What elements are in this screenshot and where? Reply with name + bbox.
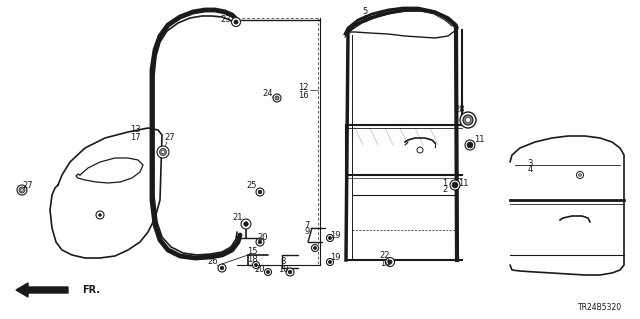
- Circle shape: [256, 188, 264, 196]
- Circle shape: [232, 18, 241, 26]
- Circle shape: [286, 268, 294, 276]
- Circle shape: [312, 244, 319, 251]
- Text: 4: 4: [527, 166, 532, 174]
- Text: 21: 21: [233, 213, 243, 222]
- Text: 20: 20: [258, 234, 268, 242]
- Circle shape: [577, 172, 584, 179]
- Text: 24: 24: [263, 90, 273, 99]
- Text: 23: 23: [221, 14, 231, 24]
- Circle shape: [388, 260, 392, 264]
- Circle shape: [244, 222, 248, 226]
- Circle shape: [326, 234, 333, 241]
- Text: 11: 11: [474, 136, 484, 145]
- Circle shape: [258, 190, 262, 194]
- Circle shape: [159, 149, 166, 155]
- Circle shape: [463, 115, 473, 125]
- Circle shape: [157, 146, 169, 158]
- Text: 5: 5: [362, 8, 367, 17]
- Text: 20: 20: [255, 265, 265, 275]
- Text: TR24B5320: TR24B5320: [578, 303, 622, 313]
- Text: 27: 27: [164, 133, 175, 143]
- Text: 13: 13: [130, 125, 140, 135]
- Circle shape: [241, 219, 251, 229]
- Text: 6: 6: [362, 14, 368, 24]
- Circle shape: [273, 94, 281, 102]
- Text: 19: 19: [330, 254, 340, 263]
- Circle shape: [258, 240, 262, 244]
- Text: FR.: FR.: [82, 285, 100, 295]
- Circle shape: [220, 266, 224, 270]
- Circle shape: [452, 182, 458, 188]
- Text: 11: 11: [458, 179, 468, 188]
- Text: 3: 3: [527, 159, 532, 167]
- Circle shape: [20, 189, 23, 191]
- FancyArrow shape: [16, 283, 68, 297]
- Circle shape: [465, 117, 470, 122]
- Text: 8: 8: [280, 257, 285, 266]
- Text: 17: 17: [130, 132, 140, 142]
- Circle shape: [579, 174, 582, 176]
- Circle shape: [256, 238, 264, 246]
- Circle shape: [253, 262, 259, 269]
- Text: 25: 25: [247, 182, 257, 190]
- Circle shape: [19, 187, 25, 193]
- Text: 10: 10: [278, 264, 288, 273]
- Circle shape: [465, 140, 475, 150]
- Circle shape: [385, 257, 394, 266]
- Circle shape: [99, 213, 102, 217]
- Text: 22: 22: [380, 250, 390, 259]
- Circle shape: [450, 180, 460, 190]
- Circle shape: [96, 211, 104, 219]
- Circle shape: [264, 269, 271, 276]
- Circle shape: [328, 236, 332, 240]
- Circle shape: [326, 258, 333, 265]
- Text: 12: 12: [298, 84, 308, 93]
- Circle shape: [467, 142, 473, 148]
- Text: 27: 27: [22, 181, 33, 189]
- Circle shape: [314, 246, 317, 249]
- Text: 9: 9: [305, 227, 310, 236]
- Circle shape: [234, 20, 238, 24]
- Circle shape: [288, 270, 292, 274]
- Text: 19: 19: [330, 231, 340, 240]
- Text: 26: 26: [208, 257, 218, 266]
- Text: 2: 2: [442, 186, 447, 195]
- Text: 7: 7: [304, 220, 310, 229]
- Text: 14: 14: [380, 258, 390, 268]
- Circle shape: [17, 185, 27, 195]
- Circle shape: [161, 151, 164, 153]
- Circle shape: [218, 264, 226, 272]
- Text: 28: 28: [454, 106, 465, 115]
- Circle shape: [275, 96, 279, 100]
- Circle shape: [255, 263, 257, 267]
- Text: 15: 15: [247, 248, 257, 256]
- Circle shape: [328, 260, 332, 263]
- Circle shape: [266, 271, 269, 274]
- Circle shape: [460, 112, 476, 128]
- Circle shape: [417, 147, 423, 153]
- Text: 16: 16: [298, 91, 308, 100]
- Text: 18: 18: [246, 255, 257, 263]
- Text: 1: 1: [442, 179, 447, 188]
